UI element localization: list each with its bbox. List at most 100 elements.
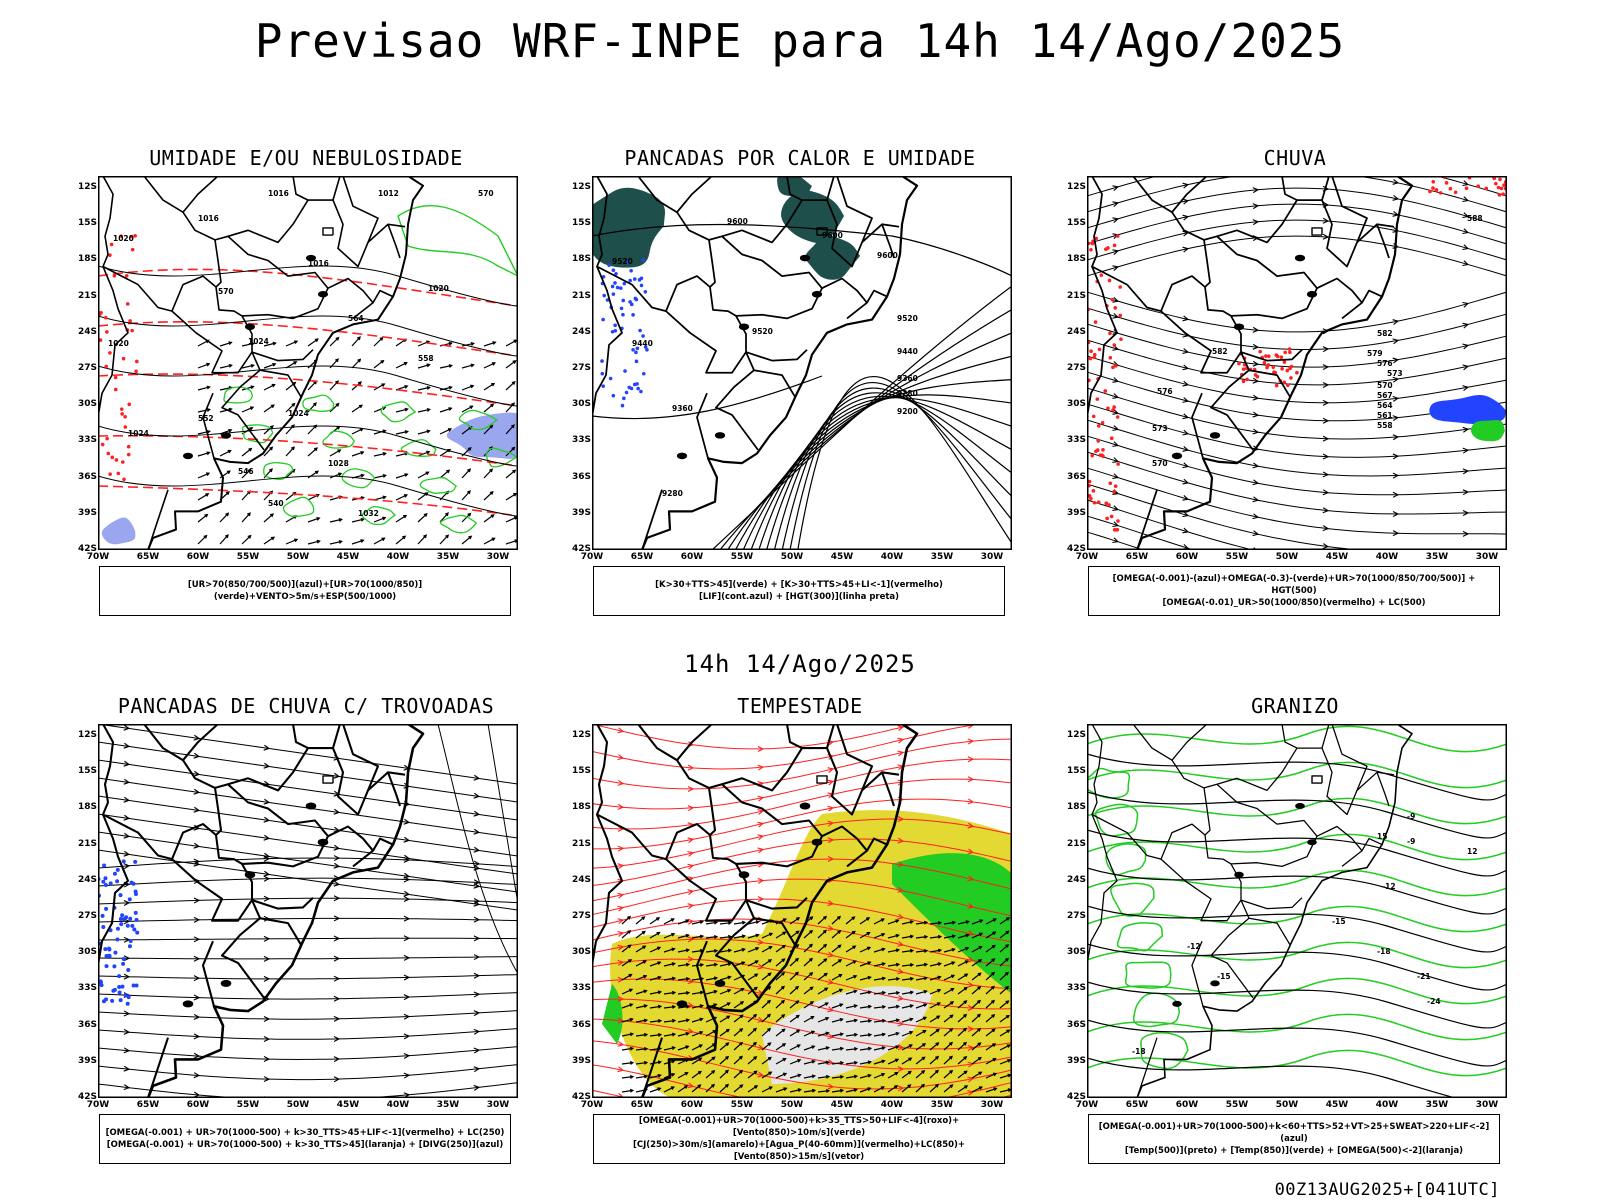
contour-label: 1020 bbox=[108, 339, 129, 348]
lon-tick-label: 45W bbox=[336, 552, 360, 562]
contour-label: -18 bbox=[1132, 1047, 1146, 1056]
contour-label: 9440 bbox=[897, 347, 918, 356]
contour-label: 561 bbox=[1377, 411, 1393, 420]
contour-label: 540 bbox=[268, 499, 284, 508]
lat-tick-label: 12S bbox=[1067, 182, 1087, 193]
lon-tick-label: 65W bbox=[1125, 552, 1149, 562]
map-frame: 1016 1016 1020 1020 1024 1024 570 570 564 558 552 5… bbox=[78, 176, 518, 562]
contour-label: -24 bbox=[1427, 997, 1441, 1006]
map-canvas: -9 -9 -12 -12 -15 -15 -18 -18 -21 -24 15 12 bbox=[1087, 724, 1507, 1098]
lon-tick-label: 30W bbox=[980, 552, 1004, 562]
lat-tick-label: 33S bbox=[572, 983, 592, 994]
lat-tick-label: 36S bbox=[572, 1019, 592, 1030]
lat-tick-label: 12S bbox=[1067, 730, 1087, 741]
lon-tick-label: 35W bbox=[1425, 552, 1449, 562]
lat-tick-label: 15S bbox=[1067, 218, 1087, 229]
contour-label: 570 bbox=[478, 189, 494, 198]
legend-line: [OMEGA(-0.001)+UR>70(1000-500)+k<60+TTS>… bbox=[1098, 1122, 1490, 1144]
map-frame: 12S 15S 18S 21S 24S 27S 30S 33S 36S 39S 42S 70W 65W 6… bbox=[572, 724, 1012, 1110]
lat-tick-label: 21S bbox=[78, 838, 98, 849]
panel-legend: [UR>70(850/700/500)](azul)+[UR>70(1000/8… bbox=[99, 566, 511, 616]
map-borders bbox=[592, 724, 919, 1098]
panel-chuva: CHUVA 588 582 579 576 573 570 567 564 561 558 582 57… bbox=[1065, 146, 1525, 616]
mid-title: 14h 14/Ago/2025 bbox=[684, 650, 916, 678]
lon-tick-label: 50W bbox=[780, 1100, 804, 1110]
lat-tick-label: 36S bbox=[1067, 471, 1087, 482]
lat-tick-label: 42S bbox=[1067, 1092, 1087, 1102]
lat-tick-label: 30S bbox=[572, 399, 592, 410]
contour-label: 9600 bbox=[877, 251, 898, 260]
legend-line: [OMEGA(-0.001)-(azul)+OMEGA(-0.3)-(verde… bbox=[1112, 574, 1476, 596]
map-canvas: 9600 9600 9600 9520 9520 9520 9440 9440 9360 9360… bbox=[592, 176, 1012, 550]
lat-tick-label: 15S bbox=[78, 218, 98, 229]
lat-tick-label: 24S bbox=[78, 326, 98, 337]
lon-tick-label: 70W bbox=[1075, 552, 1099, 562]
contour-label: 1020 bbox=[428, 284, 449, 293]
main-title: Previsao WRF-INPE para 14h 14/Ago/2025 bbox=[254, 14, 1346, 68]
lon-tick-label: 60W bbox=[680, 1100, 704, 1110]
contour-label: 9200 bbox=[897, 407, 918, 416]
lon-tick-label: 70W bbox=[86, 552, 110, 562]
lon-tick-label: 40W bbox=[386, 1100, 410, 1110]
lat-tick-label: 39S bbox=[78, 1055, 98, 1066]
lon-tick-label: 40W bbox=[880, 552, 904, 562]
lon-tick-label: 70W bbox=[580, 1100, 604, 1110]
contour-label: 582 bbox=[1377, 329, 1393, 338]
contour-label: 1024 bbox=[288, 409, 309, 418]
run-footer: 00Z13AUG2025+[041UTC] bbox=[1274, 1180, 1500, 1200]
contour-label: 576 bbox=[1157, 387, 1173, 396]
lat-tick-label: 30S bbox=[1067, 399, 1087, 410]
map-canvas bbox=[98, 724, 518, 1098]
legend-line: [Temp(500)](preto) + [Temp(850)](verde) … bbox=[1124, 1146, 1464, 1156]
panel-granizo: GRANIZO -9 -9 -12 -12 -15 -15 -18 -18 -21 -24 15 12 1… bbox=[1065, 694, 1525, 1164]
legend-line: [K>30+TTS>45](verde) + [K>30+TTS>45+LI<-… bbox=[655, 580, 943, 590]
lon-tick-label: 50W bbox=[286, 552, 310, 562]
streamlines bbox=[98, 724, 518, 1098]
legend-line: [UR>70(850/700/500)](azul)+[UR>70(1000/8… bbox=[187, 580, 423, 602]
legend-line: [OMEGA(-0.01)_UR>50(1000/850)(vermelho) … bbox=[1162, 598, 1426, 608]
map-borders bbox=[98, 176, 424, 550]
lat-tick-label: 27S bbox=[1067, 911, 1087, 922]
lat-tick-label: 24S bbox=[1067, 874, 1087, 885]
contour-label: -12 bbox=[1382, 882, 1396, 891]
lat-tick-label: 24S bbox=[572, 874, 592, 885]
contour-label: -9 bbox=[1407, 812, 1415, 821]
lon-tick-label: 60W bbox=[1175, 552, 1199, 562]
lon-tick-label: 60W bbox=[680, 552, 704, 562]
map-borders bbox=[592, 176, 919, 550]
lon-tick-label: 50W bbox=[1275, 552, 1299, 562]
lon-tick-label: 65W bbox=[136, 552, 160, 562]
lat-tick-label: 42S bbox=[78, 1092, 98, 1102]
lon-tick-label: 30W bbox=[486, 552, 510, 562]
contour-label: 1016 bbox=[198, 214, 219, 223]
contour-label: 579 bbox=[1367, 349, 1383, 358]
lon-tick-label: 55W bbox=[1225, 552, 1249, 562]
panel-legend: [OMEGA(-0.001)+UR>70(1000-500)+k>35_TTS>… bbox=[593, 1114, 1005, 1164]
lat-tick-label: 36S bbox=[78, 1019, 98, 1030]
lat-tick-label: 30S bbox=[78, 399, 98, 410]
lon-tick-label: 40W bbox=[386, 552, 410, 562]
lat-tick-label: 24S bbox=[78, 874, 98, 885]
lon-tick-label: 70W bbox=[1075, 1100, 1099, 1110]
panel-umidade: UMIDADE E/OU NEBULOSIDADE 1016 1016 1020 102… bbox=[76, 146, 536, 616]
map-canvas: 1016 1016 1020 1020 1024 1024 570 570 564 558 552 5… bbox=[98, 176, 518, 550]
lon-tick-label: 55W bbox=[730, 552, 754, 562]
contour-label: 1032 bbox=[358, 509, 379, 518]
lon-tick-label: 65W bbox=[630, 1100, 654, 1110]
map-canvas: 5885825795765735705675645615585825765735… bbox=[1087, 176, 1507, 550]
contour-label: 12 bbox=[1467, 847, 1477, 856]
lon-tick-label: 30W bbox=[1475, 1100, 1499, 1110]
lon-tick-label: 40W bbox=[880, 1100, 904, 1110]
lat-tick-label: 42S bbox=[78, 544, 98, 554]
lat-tick-label: 36S bbox=[1067, 1019, 1087, 1030]
lat-tick-label: 12S bbox=[572, 182, 592, 193]
lat-tick-label: 39S bbox=[572, 1055, 592, 1066]
lat-tick-label: 33S bbox=[1067, 983, 1087, 994]
lon-tick-label: 50W bbox=[286, 1100, 310, 1110]
lat-tick-label: 30S bbox=[572, 947, 592, 958]
map-frame: -9 -9 -12 -12 -15 -15 -18 -18 -21 -24 15 12 12S 15S 18… bbox=[1067, 724, 1507, 1110]
lon-tick-label: 40W bbox=[1375, 1100, 1399, 1110]
panel-trovoadas: PANCADAS DE CHUVA C/ TROVOADAS 12S 15S 18S 2… bbox=[76, 694, 536, 1164]
lat-tick-label: 18S bbox=[78, 254, 98, 265]
contour-label: 9520 bbox=[897, 314, 918, 323]
